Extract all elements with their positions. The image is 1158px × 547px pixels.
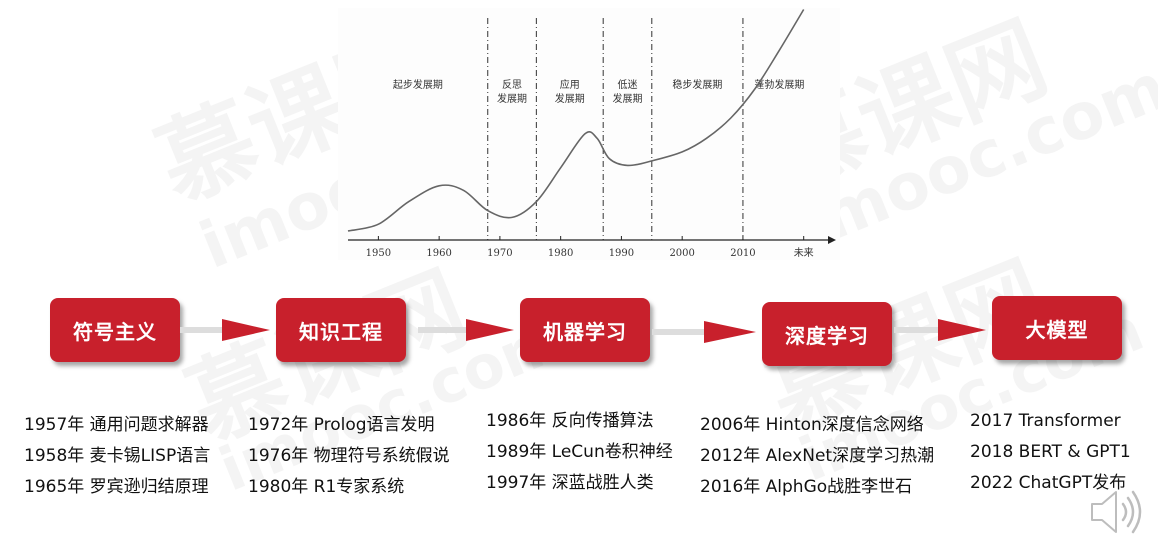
watermark-brand-en: imooc.com <box>790 50 1158 264</box>
stage-box-knowledge-engineering: 知识工程 <box>276 298 406 362</box>
x-tick-label: 2000 <box>669 248 694 259</box>
events-machine-learning: 1986年 反向传播算法 1989年 LeCun卷积神经 1997年 深蓝战胜人… <box>486 406 673 499</box>
event-item: 1986年 反向传播算法 <box>486 411 654 431</box>
x-tick-label: 1970 <box>487 248 512 259</box>
stage-label: 大模型 <box>1025 317 1089 342</box>
stage-label: 符号主义 <box>73 319 157 344</box>
period-label: 反思 <box>502 79 522 91</box>
stage-label: 知识工程 <box>299 319 383 344</box>
development-curve <box>347 9 805 232</box>
stage-arrow-1 <box>180 319 270 341</box>
period-label: 蓬勃发展期 <box>754 78 804 91</box>
x-tick-label: 1990 <box>609 248 634 259</box>
stage-label: 深度学习 <box>785 323 869 348</box>
stage-arrow-3 <box>652 321 756 343</box>
event-item: 2017 Transformer <box>970 411 1121 431</box>
events-symbolism: 1957年 通用问题求解器 1958年 麦卡锡LISP语言 1965年 罗宾逊归… <box>24 410 210 503</box>
event-item: 1976年 物理符号系统假说 <box>248 446 450 466</box>
stage-box-machine-learning: 机器学习 <box>520 298 650 362</box>
stage-arrow-2 <box>418 319 514 341</box>
period-label: 稳步发展期 <box>672 78 722 91</box>
period-label: 起步发展期 <box>393 78 443 91</box>
event-item: 2006年 Hinton深度信念网络 <box>700 415 924 435</box>
event-item: 1997年 深蓝战胜人类 <box>486 473 654 493</box>
event-item: 1965年 罗宾逊归结原理 <box>24 477 209 497</box>
event-item: 1958年 麦卡锡LISP语言 <box>24 446 211 466</box>
x-tick-label: 未来 <box>794 247 814 259</box>
stage-arrow-4 <box>894 319 986 341</box>
events-large-model: 2017 Transformer 2018 BERT & GPT1 2022 C… <box>970 406 1131 499</box>
period-label: 应用 <box>560 78 580 91</box>
stage-box-symbolism: 符号主义 <box>50 298 180 362</box>
stage-box-large-model: 大模型 <box>992 296 1122 360</box>
events-deep-learning: 2006年 Hinton深度信念网络 2012年 AlexNet深度学习热潮 2… <box>700 410 934 503</box>
event-item: 1972年 Prolog语言发明 <box>248 415 435 435</box>
x-tick-label: 1960 <box>426 248 451 259</box>
period-label: 发展期 <box>555 92 585 105</box>
period-label: 发展期 <box>612 92 642 105</box>
stage-label: 机器学习 <box>543 319 627 344</box>
event-item: 1989年 LeCun卷积神经 <box>486 442 673 462</box>
event-item: 2016年 AlphGo战胜李世石 <box>700 477 913 497</box>
ai-history-chart: 起步发展期 反思 发展期 应用 发展期 低迷 发展期 稳步发展期 蓬勃发展期 1950 1960 19… <box>338 8 840 260</box>
event-item: 2018 BERT & GPT1 <box>970 442 1131 462</box>
x-tick-label: 1980 <box>548 248 573 259</box>
stage-box-deep-learning: 深度学习 <box>762 302 892 366</box>
x-tick-label: 2010 <box>730 248 755 259</box>
period-label: 低迷 <box>617 78 637 91</box>
x-tick-label: 1950 <box>366 248 391 259</box>
event-item: 2012年 AlexNet深度学习热潮 <box>700 446 935 466</box>
event-item: 2022 ChatGPT发布 <box>970 473 1127 493</box>
event-item: 1980年 R1专家系统 <box>248 477 405 497</box>
event-item: 1957年 通用问题求解器 <box>24 415 209 435</box>
x-axis-arrow <box>828 236 836 244</box>
events-knowledge-engineering: 1972年 Prolog语言发明 1976年 物理符号系统假说 1980年 R1… <box>248 410 450 503</box>
speaker-icon[interactable] <box>1088 486 1148 538</box>
period-label: 发展期 <box>497 92 527 105</box>
